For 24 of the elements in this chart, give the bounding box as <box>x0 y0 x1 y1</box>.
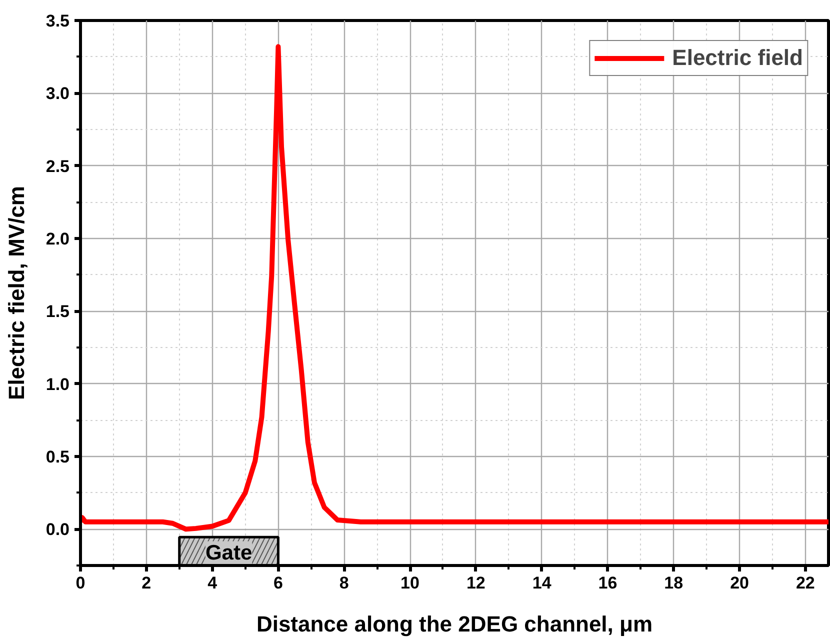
x-tick-label: 2 <box>142 574 152 592</box>
x-tick-label: 8 <box>339 574 349 592</box>
y-tick-label: 2.5 <box>46 156 70 176</box>
x-tick-label: 4 <box>208 574 218 592</box>
band-label: Gate <box>205 541 252 564</box>
x-tick-label: 14 <box>532 574 552 592</box>
y-tick-label: 1.0 <box>46 374 70 394</box>
y-tick-label: 3.0 <box>46 84 70 104</box>
y-tick-label: 2.0 <box>46 230 70 248</box>
x-tick-label: 10 <box>400 574 420 592</box>
x-tick-label: 16 <box>598 574 618 592</box>
y-axis-title: Electric field, MV/cm <box>4 186 29 400</box>
legend-label: Electric field <box>672 45 803 71</box>
x-tick-label: 22 <box>796 574 815 592</box>
y-tick-label: 1.5 <box>46 302 70 322</box>
x-tick-label: 6 <box>273 574 283 592</box>
x-axis-title: Distance along the 2DEG channel, μm <box>256 612 653 636</box>
x-tick-label: 12 <box>466 574 486 592</box>
x-tick-label: 18 <box>664 574 684 592</box>
x-tick-label: 0 <box>76 574 86 592</box>
x-tick-label: 20 <box>730 574 749 592</box>
y-tick-label: 0.0 <box>46 520 70 540</box>
y-tick-label: 3.5 <box>46 12 70 30</box>
y-tick-label: 0.5 <box>46 448 70 466</box>
